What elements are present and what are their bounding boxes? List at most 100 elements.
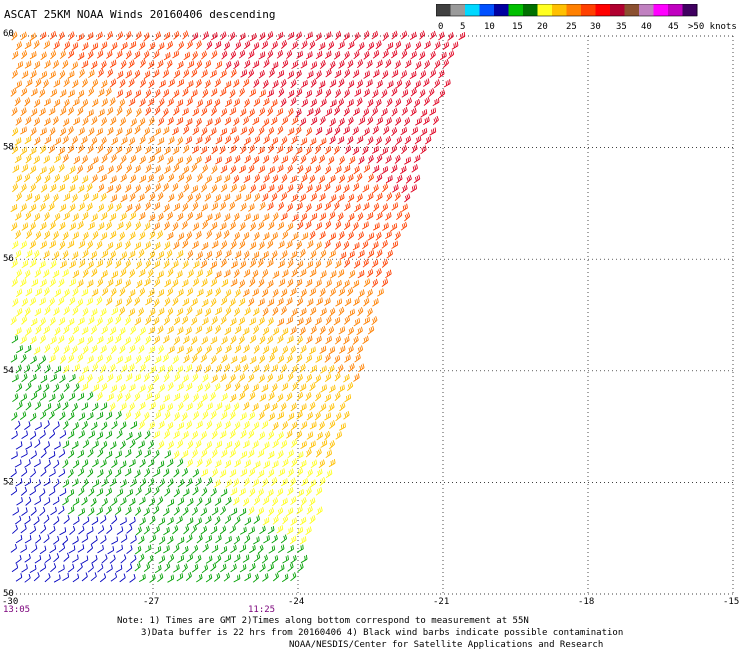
- barb-flag: [439, 71, 442, 77]
- barb-flag: [126, 52, 129, 58]
- barb-shaft: [343, 111, 350, 117]
- barb-flag: [114, 78, 117, 83]
- wind-barb: [405, 97, 412, 107]
- wind-barb: [176, 156, 184, 165]
- wind-barb: [163, 203, 170, 213]
- barb-flag: [43, 71, 46, 77]
- barb-flag: [14, 52, 17, 57]
- barb-flag: [101, 50, 104, 55]
- barb-shaft: [248, 112, 255, 118]
- wind-barb: [145, 145, 152, 155]
- wind-barb: [15, 116, 22, 126]
- wind-barb: [365, 79, 373, 88]
- wind-barb: [124, 240, 131, 250]
- barb-shaft: [81, 179, 89, 184]
- scale-swatch: [653, 4, 669, 16]
- wind-barb: [315, 126, 323, 136]
- wind-barb: [154, 127, 161, 136]
- barb-flag: [376, 42, 379, 48]
- wind-barb: [239, 165, 246, 174]
- barb-flag: [72, 240, 75, 245]
- barb-flag: [83, 44, 86, 49]
- barb-flag: [325, 91, 329, 96]
- barb-shaft: [419, 74, 426, 79]
- barb-shaft: [77, 37, 84, 42]
- wind-barb: [404, 156, 411, 165]
- barb-shaft: [243, 217, 251, 222]
- barb-shaft: [59, 131, 67, 137]
- wind-barb: [35, 78, 42, 88]
- barb-flag: [364, 72, 367, 78]
- barb-shaft: [272, 83, 279, 89]
- barb-flag: [86, 42, 89, 47]
- barb-flag: [262, 52, 264, 57]
- barb-flag: [99, 51, 102, 56]
- wind-barb: [39, 222, 47, 231]
- barb-shaft: [78, 72, 85, 78]
- barb-flag: [379, 98, 382, 104]
- wind-barb: [310, 155, 317, 165]
- wind-barb: [23, 173, 31, 183]
- barb-flag: [118, 107, 121, 113]
- barb-flag: [360, 79, 364, 84]
- barb-flag: [367, 81, 370, 86]
- barb-flag: [76, 61, 78, 66]
- barb-flag: [26, 98, 29, 103]
- wind-barb: [266, 31, 274, 40]
- barb-flag: [330, 63, 333, 68]
- barb-shaft: [396, 178, 403, 184]
- wind-barb: [314, 145, 321, 155]
- barb-flag: [68, 52, 72, 57]
- wind-barb: [182, 125, 190, 135]
- barb-flag: [264, 183, 266, 188]
- barb-flag: [204, 50, 207, 55]
- barb-flag: [144, 174, 147, 180]
- barb-flag: [73, 184, 76, 189]
- barb-flag: [147, 90, 150, 95]
- barb-flag: [242, 33, 244, 39]
- wind-barb: [373, 202, 380, 212]
- barb-flag: [416, 100, 419, 105]
- barb-shaft: [21, 226, 28, 231]
- barb-shaft: [110, 198, 117, 203]
- barb-shaft: [344, 72, 350, 78]
- wind-barb: [451, 41, 459, 50]
- barb-flag: [121, 62, 124, 67]
- barb-flag: [110, 50, 113, 55]
- wind-barb: [386, 98, 393, 108]
- wind-barb: [309, 137, 317, 146]
- barb-shaft: [53, 177, 60, 183]
- barb-flag: [12, 89, 16, 94]
- barb-shaft: [210, 225, 218, 231]
- wind-barb: [447, 50, 455, 59]
- barb-shaft: [276, 53, 283, 59]
- barb-flag: [247, 78, 250, 83]
- wind-barb: [107, 165, 114, 175]
- barb-shaft: [328, 215, 336, 221]
- barb-flag: [298, 89, 301, 94]
- wind-barb: [324, 165, 332, 175]
- barb-shaft: [172, 54, 179, 59]
- barb-flag: [111, 61, 113, 67]
- barb-flag: [289, 91, 291, 97]
- barb-shaft: [119, 102, 125, 108]
- wind-barb: [343, 89, 350, 98]
- wind-barb: [385, 155, 392, 164]
- barb-flag: [66, 42, 69, 47]
- barb-shaft: [91, 120, 98, 126]
- barb-flag: [159, 60, 162, 66]
- wind-barb: [176, 117, 184, 126]
- wind-barb: [71, 174, 79, 184]
- barb-shaft: [334, 188, 341, 193]
- barb-shaft: [373, 206, 380, 212]
- barb-flag: [273, 82, 276, 87]
- barb-shaft: [81, 139, 88, 145]
- barb-flag: [119, 90, 122, 95]
- barb-shaft: [382, 53, 389, 59]
- barb-flag: [280, 32, 282, 38]
- barb-shaft: [229, 225, 236, 231]
- barb-shaft: [195, 44, 202, 50]
- barb-shaft: [305, 55, 313, 60]
- wind-barb: [100, 173, 107, 183]
